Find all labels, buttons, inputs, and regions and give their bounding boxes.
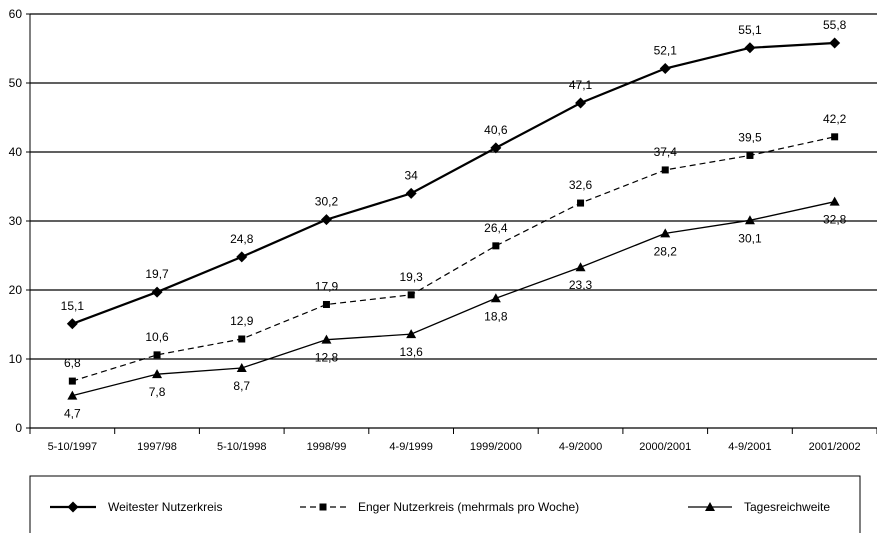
x-tick-label: 1997/98 <box>137 441 177 453</box>
x-tick-label: 5-10/1998 <box>217 441 267 453</box>
data-label: 30,1 <box>738 231 762 245</box>
data-label: 4,7 <box>64 407 81 421</box>
series-line <box>72 201 835 397</box>
data-point <box>660 228 671 238</box>
data-label: 8,7 <box>233 379 250 393</box>
legend-box <box>29 475 861 533</box>
data-point <box>746 151 754 159</box>
data-point <box>405 187 417 199</box>
data-label: 12,9 <box>230 314 254 328</box>
series-2: 6,8 10,6 12,9 17,9 19,3 26,4 32,6 37,4 39,5 42,2 <box>64 112 847 385</box>
data-point <box>407 291 415 299</box>
y-tick-label: 30 <box>9 214 23 228</box>
y-axis-ticks: 0 10 20 30 40 50 60 <box>9 7 31 435</box>
data-point <box>490 142 502 154</box>
legend-item: Enger Nutzerkreis (mehrmals pro Woche) <box>300 500 579 514</box>
data-label: 32,8 <box>823 213 847 227</box>
data-label: 6,8 <box>64 356 81 370</box>
data-point <box>153 351 161 359</box>
legend: Weitester Nutzerkreis Enger Nutzerkreis (… <box>29 475 861 533</box>
data-label: 13,6 <box>399 345 423 359</box>
data-point <box>829 196 840 206</box>
data-label: 24,8 <box>230 232 254 246</box>
data-point <box>321 334 332 344</box>
data-label: 47,1 <box>569 78 593 92</box>
data-point <box>236 362 247 372</box>
data-label: 10,6 <box>145 330 169 344</box>
data-point <box>577 199 585 207</box>
x-tick-label: 1999/2000 <box>470 441 522 453</box>
data-label: 19,3 <box>399 270 423 284</box>
legend-marker <box>67 501 79 513</box>
legend-label: Enger Nutzerkreis (mehrmals pro Woche) <box>358 500 579 514</box>
data-label: 7,8 <box>149 385 166 399</box>
data-label: 42,2 <box>823 112 847 126</box>
data-point <box>151 286 163 298</box>
data-label: 39,5 <box>738 130 762 144</box>
data-label: 15,1 <box>61 299 85 313</box>
data-label: 32,6 <box>569 178 593 192</box>
legend-marker <box>705 502 715 511</box>
data-point <box>490 293 501 303</box>
series-3: 4,7 7,8 8,7 12,8 13,6 18,8 23,3 28,2 30,1 32,8 <box>64 196 847 421</box>
y-tick-label: 20 <box>9 283 23 297</box>
data-point <box>744 215 755 225</box>
data-label: 18,8 <box>484 309 508 323</box>
data-point <box>661 166 669 174</box>
data-point <box>831 133 839 141</box>
data-point <box>575 97 587 109</box>
legend-marker <box>319 503 327 511</box>
data-label: 26,4 <box>484 221 508 235</box>
legend-label: Tagesreichweite <box>744 500 830 514</box>
data-point <box>492 242 500 250</box>
data-point <box>152 369 163 379</box>
legend-label: Weitester Nutzerkreis <box>108 500 222 514</box>
data-point <box>575 262 586 272</box>
x-tick-label: 4-9/1999 <box>389 441 432 453</box>
series-group: 15,1 19,7 24,8 30,2 34 40,6 47,1 52,1 55,1 55,8 6,… <box>61 18 847 421</box>
y-tick-label: 0 <box>15 421 22 435</box>
data-point <box>236 251 248 263</box>
data-label: 17,9 <box>315 279 339 293</box>
series-line <box>72 136 835 382</box>
data-label: 55,8 <box>823 18 847 32</box>
series-line <box>71 41 835 325</box>
data-point <box>659 63 671 75</box>
x-axis-ticks: 5-10/1997 1997/98 5-10/1998 1998/99 4-9/1999… <box>29 428 877 453</box>
y-tick-label: 40 <box>9 145 23 159</box>
data-point <box>829 37 841 49</box>
data-point <box>322 300 330 308</box>
data-point <box>406 329 417 339</box>
data-point <box>66 318 78 330</box>
y-tick-label: 60 <box>9 7 23 21</box>
series-1: 15,1 19,7 24,8 30,2 34 40,6 47,1 52,1 55,1 55,8 <box>61 18 847 330</box>
data-label: 30,2 <box>315 195 339 209</box>
data-point <box>320 214 332 226</box>
data-label: 52,1 <box>654 44 678 58</box>
x-tick-label: 1998/99 <box>307 441 347 453</box>
x-tick-label: 4-9/2001 <box>728 441 771 453</box>
legend-item: Tagesreichweite <box>688 500 830 514</box>
data-point <box>67 390 78 400</box>
data-label: 12,8 <box>315 351 339 365</box>
x-tick-label: 5-10/1997 <box>48 441 98 453</box>
data-label: 28,2 <box>654 244 678 258</box>
data-point <box>68 377 76 385</box>
grid-lines <box>30 13 877 429</box>
x-tick-label: 4-9/2000 <box>559 441 602 453</box>
y-tick-label: 10 <box>9 352 23 366</box>
data-label: 40,6 <box>484 123 508 137</box>
data-label: 55,1 <box>738 23 762 37</box>
data-label: 37,4 <box>654 145 678 159</box>
data-label: 34 <box>404 168 418 182</box>
data-point <box>744 42 756 54</box>
data-point <box>238 335 246 343</box>
data-label: 19,7 <box>145 267 169 281</box>
x-tick-label: 2000/2001 <box>639 441 691 453</box>
y-tick-label: 50 <box>9 76 23 90</box>
data-label: 23,3 <box>569 278 593 292</box>
x-tick-label: 2001/2002 <box>809 441 861 453</box>
legend-item: Weitester Nutzerkreis <box>50 500 222 514</box>
